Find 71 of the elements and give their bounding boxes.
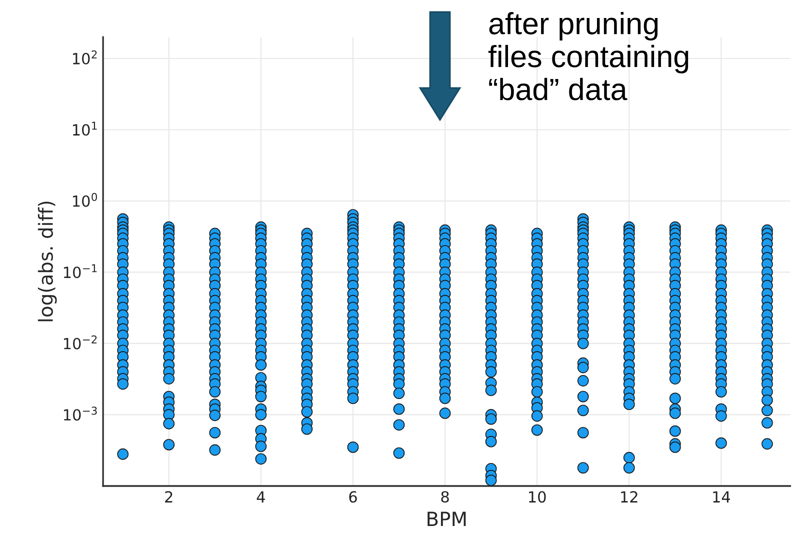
x-tick-label: 2 — [165, 491, 172, 502]
point — [163, 373, 175, 384]
point — [347, 442, 359, 453]
point — [485, 366, 497, 378]
point — [485, 384, 497, 396]
point — [623, 398, 635, 410]
point — [439, 392, 451, 404]
point — [577, 390, 589, 402]
point — [163, 418, 175, 430]
point — [393, 378, 405, 390]
point — [209, 386, 221, 398]
y-tick-label: 10$^{1}$ — [73, 122, 97, 136]
x-tick-label: 12 — [621, 491, 638, 502]
point — [531, 424, 543, 436]
point — [485, 413, 497, 425]
point — [577, 404, 589, 416]
y-tick-label: 10$^{0}$ — [73, 192, 97, 207]
y-tick-label: 10$^{−1}$ — [64, 264, 97, 278]
point — [255, 390, 267, 402]
x-axis-title: BPM — [428, 512, 466, 526]
point — [255, 409, 267, 420]
point — [761, 394, 773, 406]
point — [301, 423, 313, 435]
point — [485, 436, 497, 448]
x-tick-label: 10 — [529, 491, 546, 503]
point — [393, 419, 405, 431]
point — [393, 403, 405, 415]
point — [485, 474, 497, 486]
point — [255, 440, 267, 452]
point — [577, 462, 589, 474]
point — [669, 425, 681, 437]
point — [255, 453, 267, 465]
point — [669, 442, 681, 453]
point — [117, 378, 129, 390]
point — [209, 444, 221, 456]
point — [715, 386, 727, 398]
point — [669, 408, 681, 419]
point — [669, 392, 681, 404]
point — [439, 408, 451, 419]
point — [669, 373, 681, 384]
point — [301, 406, 313, 418]
point — [577, 375, 589, 386]
point — [761, 404, 773, 416]
point — [577, 362, 589, 374]
point — [715, 410, 727, 422]
point — [531, 386, 543, 398]
point — [209, 426, 221, 438]
point — [255, 359, 267, 371]
x-tick-label: 8 — [441, 491, 449, 503]
point — [117, 448, 129, 460]
point — [393, 388, 405, 399]
y-tick-label: 10$^{−3}$ — [64, 406, 97, 421]
annotation: after pruning files containing “bad” data — [488, 12, 688, 100]
x-tick-label: 14 — [713, 491, 730, 502]
point — [623, 462, 635, 474]
x-tick-label: 4 — [256, 491, 265, 502]
point — [715, 437, 727, 449]
point — [393, 447, 405, 459]
x-tick-label: 6 — [349, 491, 357, 503]
y-tick-label: 10$^{2}$ — [73, 50, 97, 64]
point — [623, 452, 635, 464]
point — [209, 410, 221, 422]
point — [577, 338, 589, 350]
point — [163, 438, 175, 450]
point — [531, 410, 543, 422]
y-axis-title: log(abs. diff) — [38, 202, 57, 322]
point — [347, 392, 359, 404]
y-tick-label: 10$^{−2}$ — [64, 335, 97, 350]
point — [761, 438, 773, 450]
point — [761, 417, 773, 429]
point — [577, 426, 589, 438]
